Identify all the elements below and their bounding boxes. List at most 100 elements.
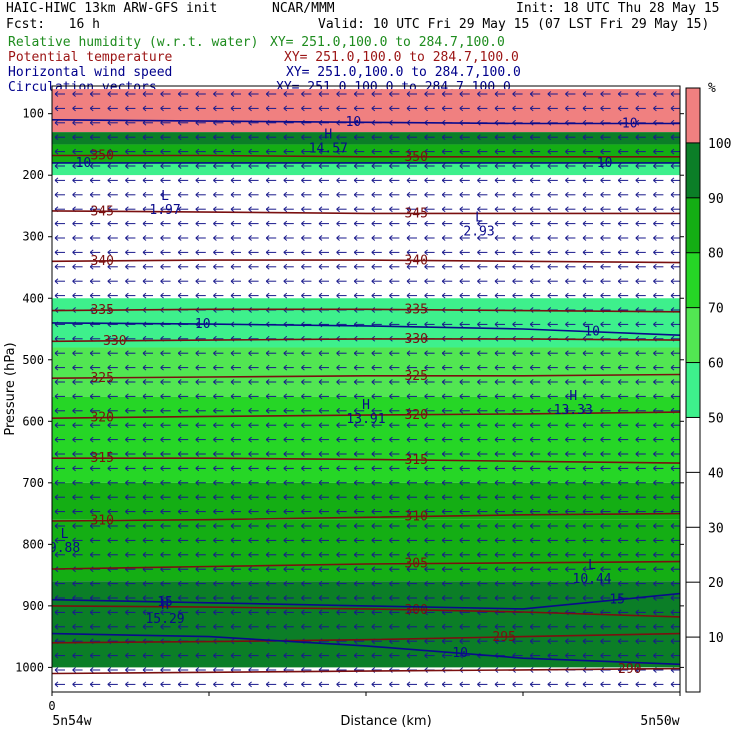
wind-vector-head xyxy=(195,479,200,486)
wind-vector-head xyxy=(248,393,252,400)
wind-vector-head xyxy=(230,508,235,515)
wind-vector-head xyxy=(230,364,235,371)
wind-vector-head xyxy=(371,479,376,486)
wind-vector-head xyxy=(125,379,129,385)
wind-vector-head xyxy=(565,105,569,112)
wind-vector-head xyxy=(494,523,499,529)
colorbar-tick-label: 10 xyxy=(708,631,724,646)
wind-vector-head xyxy=(635,220,640,227)
wind-vector-head xyxy=(107,479,112,486)
wind-vector-head xyxy=(89,523,94,529)
wind-vector-head xyxy=(617,350,622,357)
wind-vector-head xyxy=(441,465,446,472)
wind-vector-head xyxy=(494,494,499,501)
wind-vector-head xyxy=(424,134,428,141)
wind-vector-head xyxy=(142,465,147,472)
wind-vector-head xyxy=(459,105,464,112)
wind-vector-head xyxy=(406,91,411,97)
wind-vector-head xyxy=(389,623,393,630)
wind-vector-head xyxy=(195,379,200,385)
wind-vector-head xyxy=(353,551,358,558)
wind-vector-head xyxy=(125,537,129,544)
wind-vector-head xyxy=(177,479,182,486)
wind-vector-head xyxy=(72,681,76,688)
wind-vector-head xyxy=(565,422,569,429)
wind-vector-head xyxy=(512,595,516,601)
wind-vector-head xyxy=(248,278,252,285)
wind-vector-head xyxy=(142,609,147,616)
wind-vector-head xyxy=(301,623,305,630)
wind-vector-head xyxy=(635,292,640,299)
wind-vector-head xyxy=(635,249,640,256)
wind-vector-head xyxy=(565,134,569,141)
wind-vector-head xyxy=(248,652,252,659)
wind-vector-head xyxy=(547,580,552,587)
wind-vector-head xyxy=(177,623,182,630)
wind-vector-head xyxy=(529,508,534,515)
wind-vector-head xyxy=(441,249,446,256)
wind-vector-head xyxy=(441,321,446,328)
wind-vector-head xyxy=(635,479,640,486)
wind-vector-head xyxy=(160,523,164,529)
wind-vector-head xyxy=(406,379,411,385)
wind-vector-head xyxy=(213,364,217,371)
wind-vector-head xyxy=(670,436,675,443)
wind-vector-head xyxy=(265,379,270,385)
wind-vector-head xyxy=(142,364,147,371)
wind-vector-head xyxy=(441,105,446,112)
wind-vector-head xyxy=(459,393,464,400)
wind-vector-head xyxy=(653,263,657,270)
wind-vector-head xyxy=(565,91,569,97)
wind-vector-head xyxy=(54,551,59,558)
colorbar: 10 20 30 40 50 60 70 80 90 100% xyxy=(685,81,731,693)
wind-vector-head xyxy=(582,263,587,270)
wind-vector-head xyxy=(371,263,376,270)
field-name-2: Horizontal wind speed xyxy=(8,65,173,80)
wind-vector-head xyxy=(160,595,164,601)
wind-vector-head xyxy=(617,292,622,299)
wind-vector-head xyxy=(89,163,94,169)
wind-vector-head xyxy=(265,292,270,299)
wind-vector-head xyxy=(353,609,358,616)
wind-vector-head xyxy=(160,292,164,299)
wind-vector-head xyxy=(248,537,252,544)
wind-vector-head xyxy=(195,465,200,472)
wind-vector-head xyxy=(107,249,112,256)
wind-vector-head xyxy=(529,652,534,659)
wind-vector-head xyxy=(389,523,393,529)
wind-vector-head xyxy=(195,537,200,544)
wind-vector-head xyxy=(529,407,534,414)
wind-vector-head xyxy=(582,278,587,285)
wind-vector-head xyxy=(54,494,59,501)
wind-vector-head xyxy=(353,263,358,270)
wind-vector-head xyxy=(177,537,182,544)
wind-vector-head xyxy=(459,494,464,501)
theta-line-4 xyxy=(52,338,680,343)
wind-vector-head xyxy=(89,220,94,227)
wind-vector-head xyxy=(301,220,305,227)
wind-vector-head xyxy=(371,220,376,227)
wind-vector-head xyxy=(547,451,552,457)
wind-vector-head xyxy=(600,652,604,659)
wind-vector-head xyxy=(424,523,428,529)
wind-vector-head xyxy=(177,494,182,501)
wind-vector-head xyxy=(248,523,252,529)
wind-vector-head xyxy=(336,105,340,112)
wind-vector-head xyxy=(617,249,622,256)
wind-vector-head xyxy=(301,494,305,501)
wind-vector-head xyxy=(160,551,164,558)
wind-vector-head xyxy=(670,191,675,198)
wind-vector-head xyxy=(72,609,76,616)
wind-vector-head xyxy=(230,551,235,558)
wind-vector-head xyxy=(230,163,235,169)
wind-vector-head xyxy=(529,465,534,472)
wind-vector-head xyxy=(125,451,129,457)
wind-vector-head xyxy=(72,652,76,659)
wind-vector-head xyxy=(547,638,552,645)
wind-vector-head xyxy=(301,249,305,256)
wind-vector-head xyxy=(512,580,516,587)
theta-label: 335 xyxy=(404,303,427,318)
wind-vector-head xyxy=(230,537,235,544)
wind-vector-head xyxy=(617,220,622,227)
wind-vector-head xyxy=(142,235,147,241)
